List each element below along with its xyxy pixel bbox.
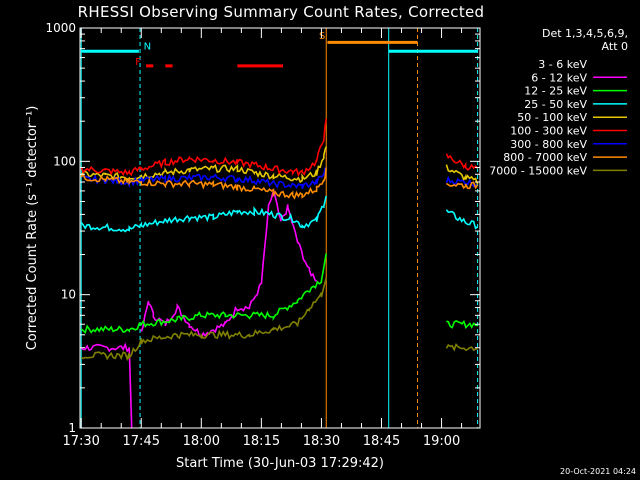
legend-label: 25 - 50 keV (524, 98, 587, 111)
x-tick-label: 18:45 (363, 434, 400, 449)
legend-label: 100 - 300 keV (510, 125, 587, 138)
chart-title: RHESSI Observing Summary Count Rates, Co… (78, 3, 485, 21)
axes-layer: 1 10 100 1000 17:30 17:45 18:00 18:15 18:30 18:45… (45, 21, 480, 449)
series-3-segment-1 (445, 209, 479, 230)
series-7-segment-1 (445, 181, 479, 190)
x-tick-label: 17:45 (123, 434, 160, 449)
series-3-segment-0 (80, 195, 327, 233)
series-2-segment-0 (80, 253, 327, 334)
footer-date: 20-Oct-2021 04:24 (560, 467, 636, 476)
series-8-segment-0 (80, 277, 327, 362)
legend-label: 50 - 100 keV (517, 111, 587, 124)
series-2-segment-1 (446, 319, 478, 330)
x-tick-label: 17:30 (62, 434, 99, 449)
series-0-segment-0 (201, 232, 318, 369)
legend-header-attenuator: Att 0 (602, 40, 628, 53)
series-6-segment-0 (80, 166, 327, 190)
y-tick-label: 10 (61, 288, 76, 302)
y-tick-label: 100 (53, 154, 76, 168)
x-tick-label: 19:00 (423, 434, 460, 449)
y-axis-label: Corrected Count Rate (s⁻¹ detector⁻¹) (25, 106, 40, 351)
plot-layer: NF S (80, 28, 479, 429)
x-tick-label: 18:30 (303, 434, 340, 449)
annotation-F: F (135, 57, 141, 68)
legend-label: 7000 - 15000 keV (489, 164, 587, 177)
x-axis-label: Start Time (30-Jun-03 17:29:42) (176, 456, 384, 471)
series-6-segment-1 (445, 175, 479, 188)
plot-frame (79, 27, 481, 429)
annotation-N: N (144, 41, 151, 52)
y-tick-label: 1000 (45, 21, 76, 35)
series-1-segment-0 (80, 342, 133, 429)
series-7-segment-0 (80, 167, 327, 200)
series-5-segment-0 (80, 118, 327, 177)
legend-header-detectors: Det 1,3,4,5,6,9, (542, 27, 628, 40)
y-tick-label: 1 (68, 421, 76, 435)
legend-label: 3 - 6 keV (538, 58, 587, 71)
series-4-segment-1 (445, 164, 479, 185)
x-tick-label: 18:15 (243, 434, 280, 449)
legend-label: 300 - 800 keV (510, 138, 587, 151)
legend-label: 800 - 7000 keV (503, 151, 587, 164)
legend-label: 6 - 12 keV (531, 71, 587, 84)
legend-label: 12 - 25 keV (524, 85, 587, 98)
x-tick-label: 18:00 (183, 434, 220, 449)
series-8-segment-1 (445, 342, 478, 352)
annotation-S: S (319, 31, 325, 42)
series-5-segment-1 (445, 153, 479, 171)
